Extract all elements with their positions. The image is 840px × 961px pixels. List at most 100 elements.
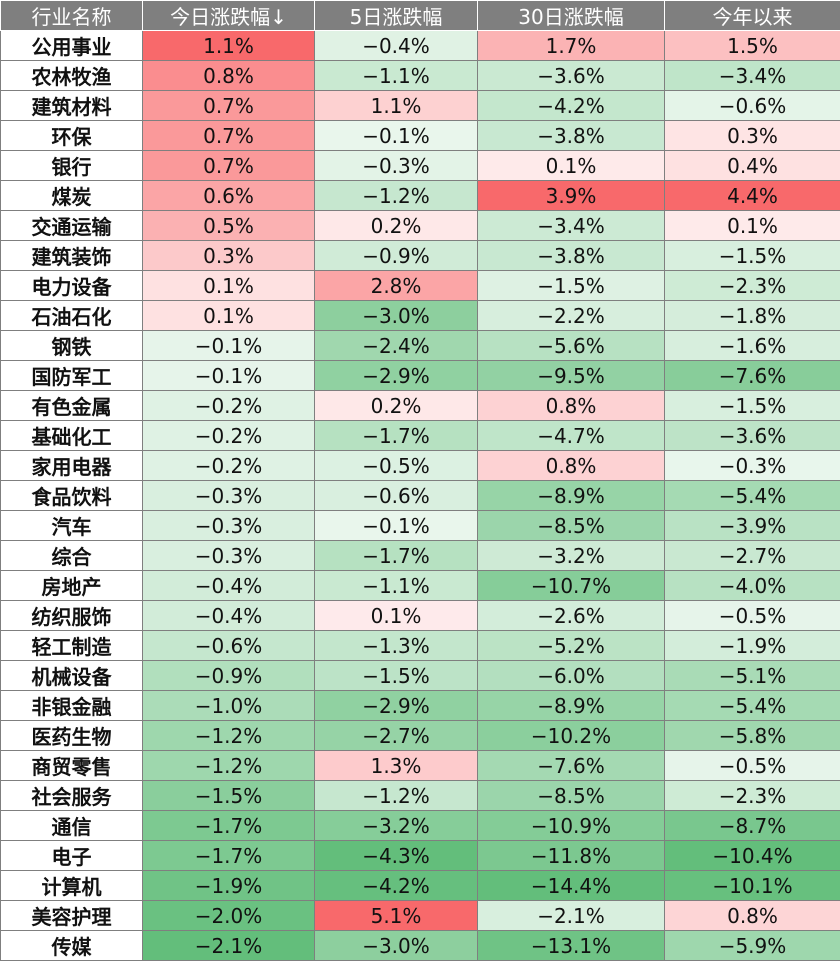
sector-name-cell: 计算机 [1, 871, 143, 901]
thirty-day-change-cell: −13.1% [478, 931, 665, 961]
today-change-cell: −1.5% [143, 781, 315, 811]
thirty-day-change-cell: −8.9% [478, 481, 665, 511]
thirty-day-change-cell: −2.6% [478, 601, 665, 631]
ytd-change-cell: −1.6% [665, 331, 840, 361]
today-change-cell: −0.9% [143, 661, 315, 691]
ytd-change-cell: −0.5% [665, 601, 840, 631]
thirty-day-change-cell: −3.6% [478, 61, 665, 91]
five-day-change-cell: 1.1% [315, 91, 478, 121]
thirty-day-change-cell: −11.8% [478, 841, 665, 871]
table-row: 通信−1.7%−3.2%−10.9%−8.7% [1, 811, 840, 841]
sector-name-cell: 机械设备 [1, 661, 143, 691]
ytd-change-cell: 0.3% [665, 121, 840, 151]
ytd-change-cell: −3.9% [665, 511, 840, 541]
five-day-change-cell: −0.3% [315, 151, 478, 181]
five-day-change-cell: 0.1% [315, 601, 478, 631]
sector-name-cell: 建筑材料 [1, 91, 143, 121]
header-sector-name[interactable]: 行业名称 [1, 1, 143, 31]
sector-name-cell: 非银金融 [1, 691, 143, 721]
ytd-change-cell: −2.7% [665, 541, 840, 571]
today-change-cell: −0.2% [143, 451, 315, 481]
sector-name-cell: 食品饮料 [1, 481, 143, 511]
thirty-day-change-cell: −7.6% [478, 751, 665, 781]
sector-name-cell: 国防军工 [1, 361, 143, 391]
thirty-day-change-cell: −4.2% [478, 91, 665, 121]
thirty-day-change-cell: 0.8% [478, 451, 665, 481]
header-today-change[interactable]: 今日涨跌幅↓ [143, 1, 315, 31]
table-row: 房地产−0.4%−1.1%−10.7%−4.0% [1, 571, 840, 601]
thirty-day-change-cell: −1.5% [478, 271, 665, 301]
sector-name-cell: 房地产 [1, 571, 143, 601]
table-row: 美容护理−2.0%5.1%−2.1%0.8% [1, 901, 840, 931]
five-day-change-cell: 5.1% [315, 901, 478, 931]
thirty-day-change-cell: −4.7% [478, 421, 665, 451]
ytd-change-cell: −3.6% [665, 421, 840, 451]
table-row: 非银金融−1.0%−2.9%−8.9%−5.4% [1, 691, 840, 721]
thirty-day-change-cell: −8.5% [478, 511, 665, 541]
sector-name-cell: 煤炭 [1, 181, 143, 211]
sector-name-cell: 家用电器 [1, 451, 143, 481]
five-day-change-cell: 0.2% [315, 211, 478, 241]
ytd-change-cell: −1.9% [665, 631, 840, 661]
five-day-change-cell: −2.9% [315, 691, 478, 721]
today-change-cell: −0.3% [143, 481, 315, 511]
five-day-change-cell: −3.0% [315, 301, 478, 331]
header-ytd-change[interactable]: 今年以来 [665, 1, 840, 31]
five-day-change-cell: −1.3% [315, 631, 478, 661]
thirty-day-change-cell: −6.0% [478, 661, 665, 691]
header-5day-change[interactable]: 5日涨跌幅 [315, 1, 478, 31]
today-change-cell: −0.3% [143, 511, 315, 541]
ytd-change-cell: −2.3% [665, 781, 840, 811]
today-change-cell: −1.0% [143, 691, 315, 721]
five-day-change-cell: −0.1% [315, 121, 478, 151]
table-row: 医药生物−1.2%−2.7%−10.2%−5.8% [1, 721, 840, 751]
five-day-change-cell: −0.4% [315, 31, 478, 61]
today-change-cell: 0.7% [143, 121, 315, 151]
table-row: 轻工制造−0.6%−1.3%−5.2%−1.9% [1, 631, 840, 661]
ytd-change-cell: −4.0% [665, 571, 840, 601]
today-change-cell: −0.1% [143, 331, 315, 361]
today-change-cell: 0.1% [143, 301, 315, 331]
header-30day-change[interactable]: 30日涨跌幅 [478, 1, 665, 31]
header-row: 行业名称 今日涨跌幅↓ 5日涨跌幅 30日涨跌幅 今年以来 [1, 1, 840, 31]
today-change-cell: 0.3% [143, 241, 315, 271]
ytd-change-cell: −8.7% [665, 811, 840, 841]
today-change-cell: −1.9% [143, 871, 315, 901]
sector-name-cell: 传媒 [1, 931, 143, 961]
ytd-change-cell: −5.4% [665, 691, 840, 721]
five-day-change-cell: −4.3% [315, 841, 478, 871]
five-day-change-cell: −1.5% [315, 661, 478, 691]
ytd-change-cell: 0.8% [665, 901, 840, 931]
thirty-day-change-cell: −5.2% [478, 631, 665, 661]
five-day-change-cell: −0.6% [315, 481, 478, 511]
table-row: 基础化工−0.2%−1.7%−4.7%−3.6% [1, 421, 840, 451]
table-row: 汽车−0.3%−0.1%−8.5%−3.9% [1, 511, 840, 541]
today-change-cell: 0.5% [143, 211, 315, 241]
sector-name-cell: 电力设备 [1, 271, 143, 301]
ytd-change-cell: 1.5% [665, 31, 840, 61]
thirty-day-change-cell: −10.7% [478, 571, 665, 601]
ytd-change-cell: −0.5% [665, 751, 840, 781]
today-change-cell: −0.2% [143, 421, 315, 451]
ytd-change-cell: 0.4% [665, 151, 840, 181]
thirty-day-change-cell: −3.4% [478, 211, 665, 241]
thirty-day-change-cell: −9.5% [478, 361, 665, 391]
today-change-cell: 0.7% [143, 151, 315, 181]
sector-name-cell: 银行 [1, 151, 143, 181]
thirty-day-change-cell: −3.2% [478, 541, 665, 571]
thirty-day-change-cell: −10.9% [478, 811, 665, 841]
ytd-change-cell: −10.1% [665, 871, 840, 901]
today-change-cell: −1.7% [143, 841, 315, 871]
five-day-change-cell: −1.2% [315, 781, 478, 811]
sector-name-cell: 轻工制造 [1, 631, 143, 661]
table-row: 商贸零售−1.2%1.3%−7.6%−0.5% [1, 751, 840, 781]
sector-name-cell: 综合 [1, 541, 143, 571]
today-change-cell: −0.4% [143, 601, 315, 631]
today-change-cell: −0.6% [143, 631, 315, 661]
